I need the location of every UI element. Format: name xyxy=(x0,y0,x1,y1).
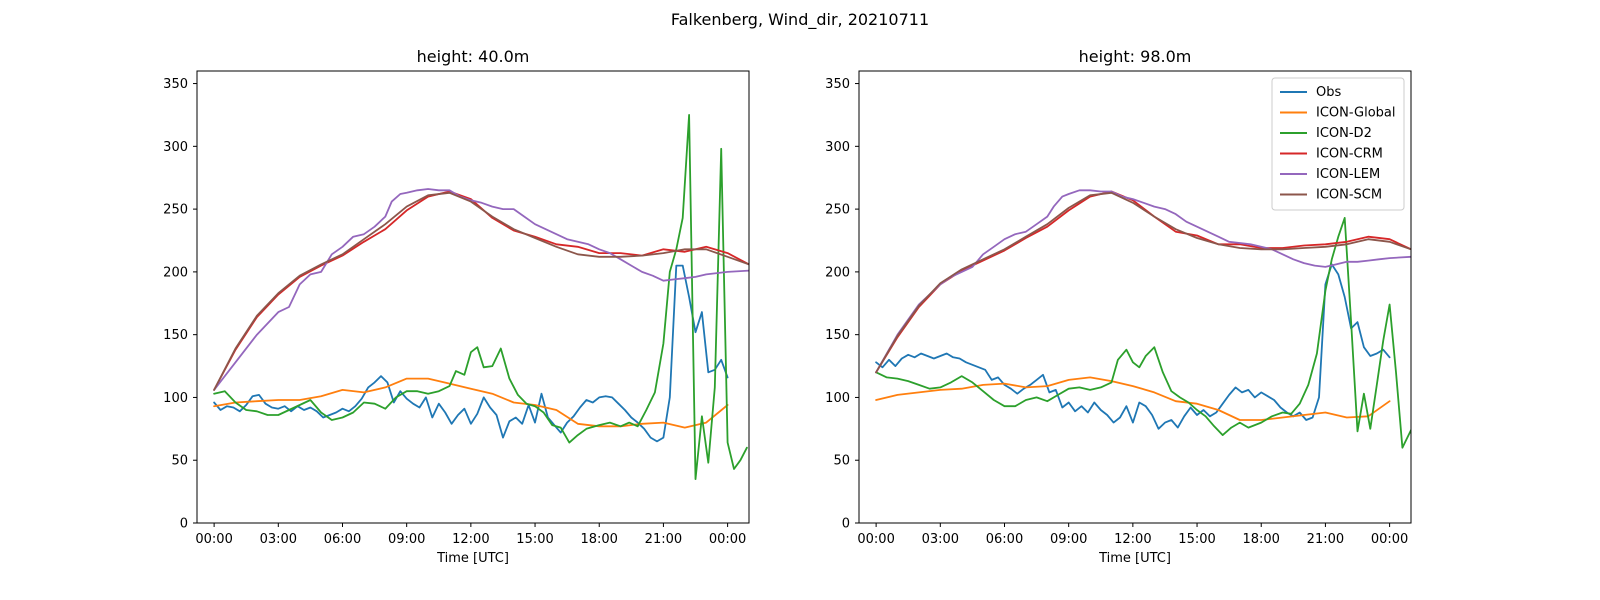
x-tick-label: 06:00 xyxy=(324,532,361,547)
x-axis-label: Time [UTC] xyxy=(1098,551,1171,566)
chart-panel-98m: height: 98.0m 00:00 03:00 06:00 09:00 12:00 15… xyxy=(825,47,1412,566)
series-line-icon-crm xyxy=(875,190,1411,374)
x-tick-label: 15:00 xyxy=(516,532,553,547)
x-tick-label: 00:00 xyxy=(857,532,894,547)
y-tick-label: 100 xyxy=(825,391,850,406)
series-line-icon-lem xyxy=(875,189,1411,374)
x-tick-label: 12:00 xyxy=(1114,532,1151,547)
series-line-icon-global xyxy=(875,376,1391,421)
figure-suptitle: Falkenberg, Wind_dir, 20210711 xyxy=(671,10,929,30)
y-tick-label: 350 xyxy=(163,77,188,92)
legend-box xyxy=(1271,77,1405,211)
y-tick-label: 300 xyxy=(825,140,850,155)
x-tick-label: 18:00 xyxy=(580,532,617,547)
x-tick-label: 15:00 xyxy=(1178,532,1215,547)
y-tick-label: 350 xyxy=(825,77,850,92)
x-axis-label: Time [UTC] xyxy=(436,551,509,566)
legend-entry: ICON-D2 xyxy=(1316,126,1372,141)
series-line-icon-scm xyxy=(875,191,1411,374)
axes-frame xyxy=(858,70,1412,524)
series-line-icon-d2 xyxy=(213,114,748,480)
y-tick-label: 50 xyxy=(833,454,850,469)
chart-panel-40m: height: 40.0m 00:00 03:00 06:00 09:00 12:00 15… xyxy=(163,47,750,566)
panel-title: height: 98.0m xyxy=(1079,47,1192,66)
x-tick-label: 12:00 xyxy=(452,532,489,547)
series-line-icon-d2 xyxy=(875,217,1411,449)
series-line-icon-scm xyxy=(213,191,749,391)
legend-entry: ICON-LEM xyxy=(1316,167,1380,182)
legend-entry: Obs xyxy=(1316,85,1341,100)
y-tick-label: 300 xyxy=(163,140,188,155)
y-tick-label: 0 xyxy=(842,517,850,532)
series-line-obs xyxy=(213,264,729,443)
legend-entry: ICON-CRM xyxy=(1316,147,1383,162)
x-tick-label: 18:00 xyxy=(1242,532,1279,547)
y-tick-label: 200 xyxy=(825,265,850,280)
y-tick-label: 150 xyxy=(825,328,850,343)
x-tick-label: 03:00 xyxy=(260,532,297,547)
axes-frame xyxy=(196,70,750,524)
y-tick-label: 250 xyxy=(825,203,850,218)
x-tick-label: 21:00 xyxy=(645,532,682,547)
y-tick-label: 0 xyxy=(180,517,188,532)
x-tick-label: 00:00 xyxy=(709,532,746,547)
x-tick-label: 09:00 xyxy=(1050,532,1087,547)
x-tick-label: 06:00 xyxy=(986,532,1023,547)
y-tick-label: 100 xyxy=(163,391,188,406)
x-tick-label: 03:00 xyxy=(922,532,959,547)
y-tick-label: 200 xyxy=(163,265,188,280)
series-line-icon-lem xyxy=(213,188,749,391)
y-tick-label: 250 xyxy=(163,203,188,218)
y-tick-label: 150 xyxy=(163,328,188,343)
x-tick-label: 00:00 xyxy=(195,532,232,547)
x-tick-label: 21:00 xyxy=(1307,532,1344,547)
legend-entry: ICON-SCM xyxy=(1316,188,1382,203)
legend: Obs ICON-Global ICON-D2 ICON-CRM ICON-LEM ICO… xyxy=(1271,77,1405,211)
x-tick-label: 09:00 xyxy=(388,532,425,547)
series-line-obs xyxy=(875,263,1391,430)
panel-title: height: 40.0m xyxy=(417,47,530,66)
series-line-icon-global xyxy=(213,377,729,429)
x-tick-label: 00:00 xyxy=(1371,532,1408,547)
series-group xyxy=(213,114,749,480)
series-group xyxy=(875,189,1411,449)
y-tick-label: 50 xyxy=(171,454,188,469)
legend-entry: ICON-Global xyxy=(1316,106,1396,121)
